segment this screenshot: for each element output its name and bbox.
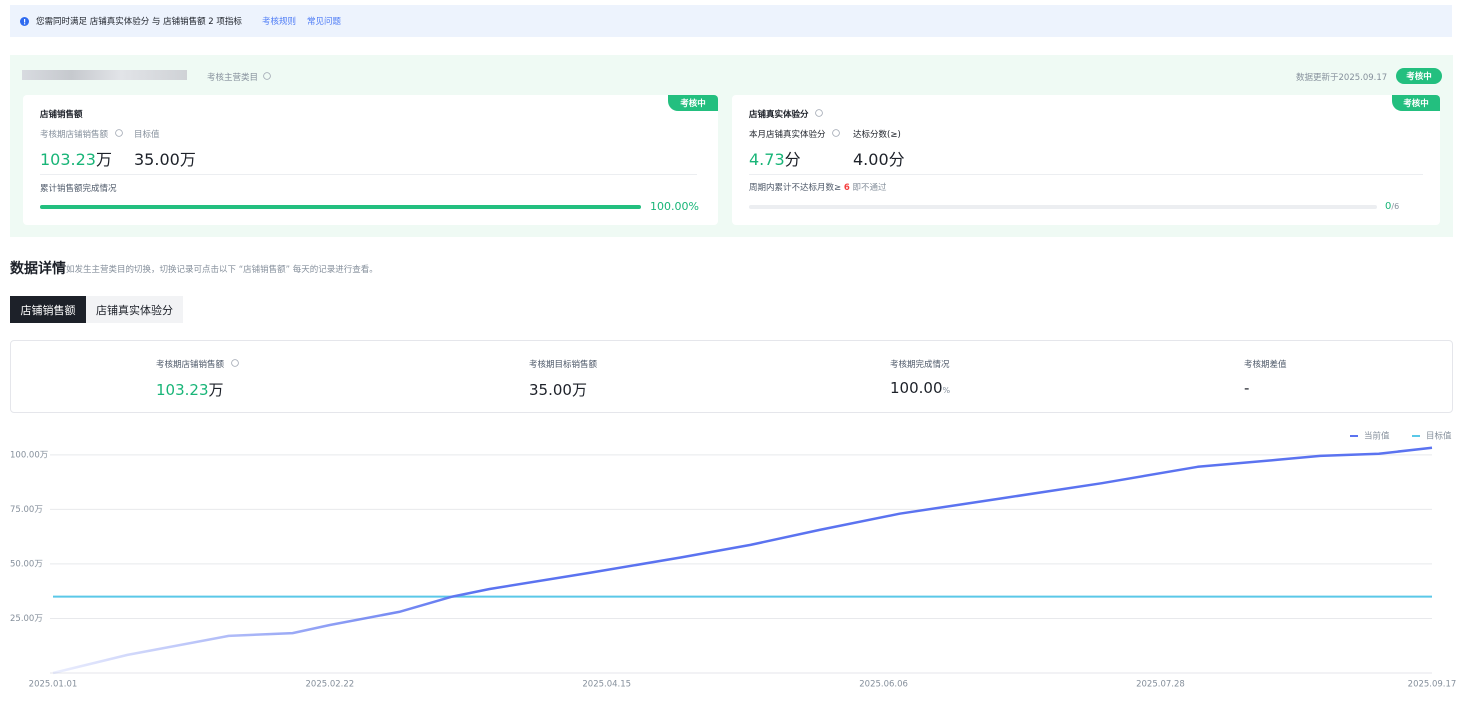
- metric-label: 目标值: [134, 130, 160, 140]
- summary-label: 考核期店铺销售额: [156, 360, 225, 370]
- metric-value: 103.23万: [40, 146, 112, 170]
- notice-bar: 您需同时满足 店铺真实体验分 与 店铺销售额 2 项指标 考核规则 常见问题: [10, 5, 1452, 37]
- note: 周期内累计不达标月数≥ 6 即不通过: [749, 181, 886, 193]
- update-time: 数据更新于2025.09.17: [1296, 73, 1388, 83]
- summary-value: -: [1244, 379, 1250, 397]
- summary-value: 35.00万: [529, 379, 587, 400]
- y-tick-label: 100.00万: [10, 450, 48, 460]
- metric-label: 达标分数(≥): [853, 130, 901, 140]
- progress-bar: [40, 205, 641, 209]
- unit: 万: [179, 150, 196, 169]
- x-tick-label: 2025.01.01: [29, 680, 78, 690]
- total: /6: [1391, 202, 1400, 211]
- sales-card: 考核中 店铺销售额 考核期店铺销售额 目标值 103.23万 35.00万 累计…: [23, 95, 718, 225]
- tab[interactable]: 店铺真实体验分: [86, 296, 183, 323]
- card-title: 店铺真实体验分: [749, 110, 809, 120]
- card-badge: 考核中: [1392, 95, 1440, 111]
- y-tick-label: 25.00万: [10, 614, 43, 624]
- unit: %: [942, 386, 951, 395]
- value: 35.00: [134, 150, 180, 169]
- x-tick-label: 2025.09.17: [1408, 680, 1457, 690]
- unit: 分: [888, 150, 905, 169]
- link[interactable]: 常见问题: [307, 17, 342, 27]
- value: 103.23: [40, 150, 96, 169]
- progress-label: 累计销售额完成情况: [40, 184, 117, 194]
- divider: [40, 174, 697, 175]
- progress-track: [749, 205, 1377, 209]
- x-tick-label: 2025.02.22: [306, 680, 355, 690]
- summary-box: 考核期店铺销售额 103.23万 考核期目标销售额 35.00万 考核期完成情况…: [10, 340, 1453, 413]
- metric-value: 35.00万: [134, 146, 196, 170]
- value: 4.73: [749, 150, 785, 169]
- legend-label: 目标值: [1426, 431, 1452, 442]
- unit: 万: [208, 381, 224, 399]
- metric-label: 本月店铺真实体验分: [749, 130, 826, 140]
- y-tick-label: 50.00万: [10, 559, 43, 569]
- x-tick-label: 2025.04.15: [582, 680, 631, 690]
- legend-label: 当前值: [1364, 431, 1390, 442]
- note-count: 6: [843, 183, 850, 193]
- unit: 万: [95, 150, 112, 169]
- notice-text: 您需同时满足 店铺真实体验分 与 店铺销售额 2 项指标: [36, 17, 242, 27]
- card-title: 店铺销售额: [40, 110, 83, 120]
- summary-value: 100.00%: [890, 379, 950, 397]
- help-icon: [832, 129, 840, 137]
- metric-value: 4.73分: [749, 146, 801, 170]
- help-icon: [231, 359, 239, 367]
- help-icon: [263, 72, 271, 80]
- summary-label: 考核期差值: [1244, 360, 1287, 370]
- section-title: 数据详情: [10, 261, 66, 277]
- value: 103.23: [156, 381, 209, 399]
- value: 4.00: [853, 150, 889, 169]
- card-badge: 考核中: [668, 95, 718, 111]
- series-line: [52, 446, 1433, 675]
- assessment-panel: 考核主营类目 数据更新于2025.09.17 考核中 考核中 店铺销售额 考核期…: [10, 55, 1453, 237]
- link[interactable]: 考核规则: [262, 17, 297, 27]
- y-tick-label: 75.00万: [10, 505, 43, 515]
- metric-value: 4.00分: [853, 146, 905, 170]
- unit: 万: [571, 381, 587, 399]
- value: 35.00: [529, 381, 572, 399]
- note-suffix: 即不通过: [852, 183, 887, 193]
- current: 0: [1385, 201, 1392, 212]
- note-prefix: 周期内累计不达标月数≥: [749, 183, 842, 193]
- x-tick-label: 2025.07.28: [1136, 680, 1185, 690]
- x-tick-label: 2025.06.06: [859, 680, 908, 690]
- progress-track: [40, 205, 641, 209]
- unit: 分: [784, 150, 801, 169]
- metric-label: 考核期店铺销售额: [40, 130, 109, 140]
- value: 100.00: [890, 379, 943, 397]
- status-badge: 考核中: [1396, 68, 1442, 84]
- divider: [749, 174, 1423, 175]
- progress-count: 0/6: [1385, 201, 1399, 212]
- summary-value: 103.23万: [156, 379, 224, 400]
- section-subtitle: 如发生主营类目的切换，切换记录可点击以下 “店铺销售额” 每天的记录进行查看。: [66, 265, 378, 275]
- store-name-blurred: [22, 70, 187, 80]
- category-label: 考核主营类目: [207, 73, 259, 83]
- help-icon: [815, 109, 823, 117]
- score-card: 考核中 店铺真实体验分 本月店铺真实体验分 达标分数(≥) 4.73分 4.00…: [732, 95, 1440, 225]
- progress-text: 100.00%: [650, 200, 699, 213]
- summary-label: 考核期目标销售额: [529, 360, 598, 370]
- summary-label: 考核期完成情况: [890, 360, 950, 370]
- info-icon: [20, 17, 29, 26]
- help-icon: [115, 129, 123, 137]
- tab-active[interactable]: 店铺销售额: [10, 296, 86, 323]
